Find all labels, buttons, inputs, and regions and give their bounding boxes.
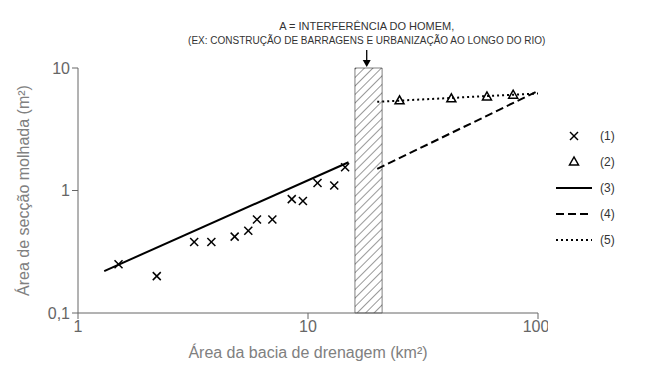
html-text:(1): (1): [600, 129, 615, 143]
svg-text:Área da bacia de drenagem (km²: Área da bacia de drenagem (km²): [188, 343, 427, 361]
html-text:(5): (5): [600, 233, 615, 247]
svg-text:0,1: 0,1: [48, 305, 70, 322]
svg-text:10: 10: [52, 60, 70, 77]
svg-text:10: 10: [299, 318, 317, 335]
svg-text:1: 1: [74, 318, 83, 335]
html-text:(4): (4): [600, 207, 615, 221]
html-text:(3): (3): [600, 181, 615, 195]
html-text:(2): (2): [600, 155, 615, 169]
svg-text:Área de secção molhada (m²): Área de secção molhada (m²): [14, 85, 32, 296]
svg-text:1: 1: [61, 182, 70, 199]
svg-text:(EX: CONSTRUÇÃO DE BARRAGENS E: (EX: CONSTRUÇÃO DE BARRAGENS E URBANIZAÇ…: [188, 34, 545, 46]
svg-text:A = INTERFERÊNCIA DO HOMEM,: A = INTERFERÊNCIA DO HOMEM,: [279, 20, 454, 32]
svg-text:100: 100: [523, 318, 548, 335]
